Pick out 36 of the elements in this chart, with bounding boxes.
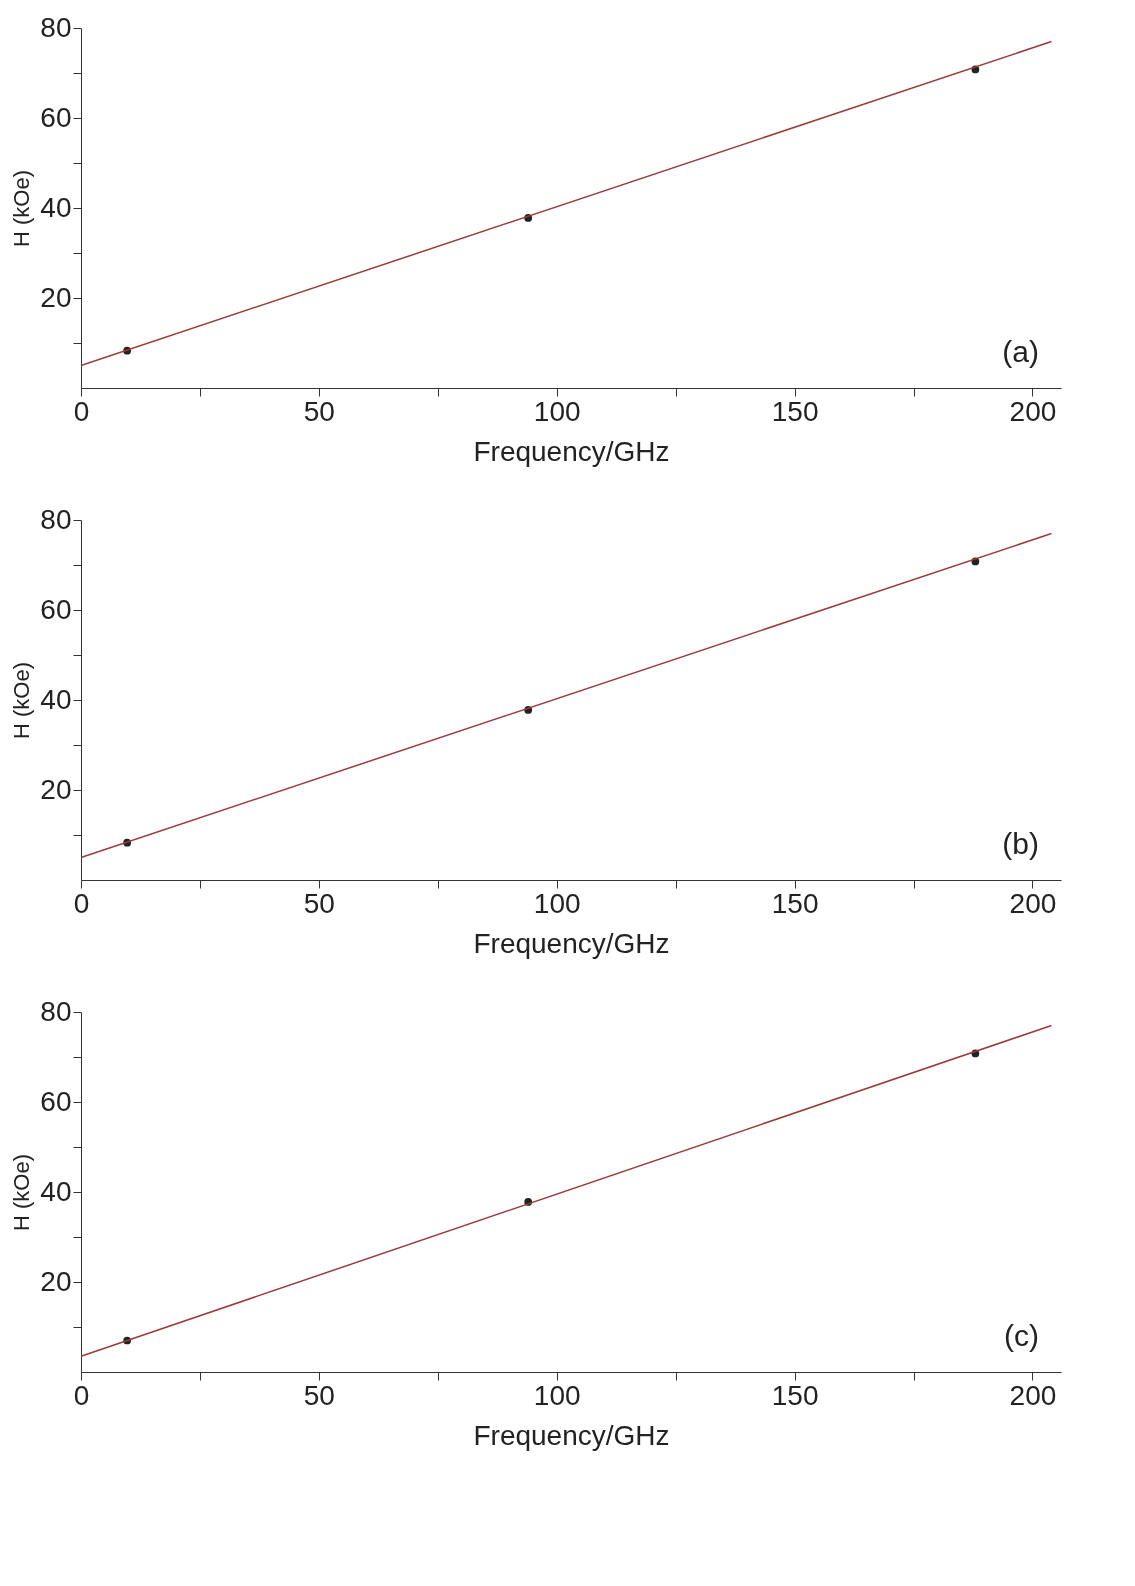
x-tick-label: 100 [533,887,581,919]
x-axis-title: Frequency/GHz [473,435,670,467]
y-tick-label: 80 [40,995,72,1027]
y-tick-label: 80 [40,11,72,43]
x-tick-label: 100 [533,1379,581,1411]
x-tick-label: 50 [303,1379,335,1411]
y-tick-label: 20 [40,773,72,805]
y-tick-label: 60 [40,1085,72,1117]
x-tick-label: 100 [533,395,581,427]
x-tick-label: 0 [73,395,90,427]
y-axis-title: H (kOe) [9,662,35,739]
y-tick-label: 80 [40,503,72,535]
y-tick-label: 60 [40,101,72,133]
x-tick-label: 150 [771,887,819,919]
y-tick-label: 20 [40,281,72,313]
annotation: (b) [1002,827,1039,860]
y-axis-title: H (kOe) [9,1154,35,1231]
y-tick-label: 40 [40,1175,72,1207]
x-axis-title: Frequency/GHz [473,1419,670,1451]
x-axis-title: Frequency/GHz [473,927,670,959]
x-tick-label: 50 [303,887,335,919]
x-tick-label: 200 [1009,887,1057,919]
x-tick-label: 200 [1009,395,1057,427]
x-tick-label: 150 [771,395,819,427]
x-tick-label: 50 [303,395,335,427]
annotation: (c) [1004,1319,1039,1352]
x-tick-label: 0 [73,1379,90,1411]
x-tick-label: 0 [73,887,90,919]
y-tick-label: 40 [40,191,72,223]
y-axis-title: H (kOe) [9,170,35,247]
y-tick-label: 60 [40,593,72,625]
y-tick-label: 20 [40,1265,72,1297]
x-tick-label: 150 [771,1379,819,1411]
x-tick-label: 200 [1009,1379,1057,1411]
annotation: (a) [1002,335,1039,368]
y-tick-label: 40 [40,683,72,715]
